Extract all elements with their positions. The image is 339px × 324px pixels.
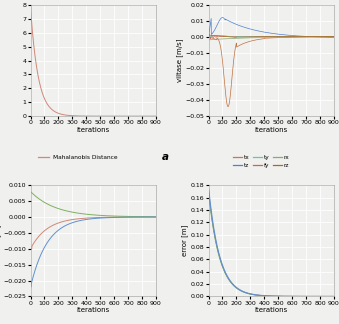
Y-axis label: viltase [m/s]: viltase [m/s] — [176, 39, 183, 82]
X-axis label: iterations: iterations — [255, 127, 288, 133]
Legend: Mahalanobis Distance: Mahalanobis Distance — [36, 153, 120, 162]
X-axis label: iterations: iterations — [77, 127, 110, 133]
X-axis label: iterations: iterations — [77, 307, 110, 313]
X-axis label: iterations: iterations — [255, 307, 288, 313]
Y-axis label: error [m]: error [m] — [0, 225, 1, 257]
Text: a: a — [162, 152, 169, 162]
Y-axis label: error [m]: error [m] — [181, 225, 188, 257]
Legend: tx, tz, ty, fy, rx, rz: tx, tz, ty, fy, rx, rz — [231, 153, 292, 170]
